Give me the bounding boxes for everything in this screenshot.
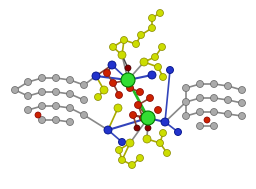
Circle shape (197, 108, 204, 115)
Circle shape (155, 64, 162, 70)
Circle shape (67, 91, 73, 98)
Circle shape (156, 139, 164, 146)
Circle shape (110, 43, 116, 50)
Circle shape (141, 111, 155, 125)
Circle shape (38, 88, 46, 95)
Circle shape (126, 84, 133, 91)
Circle shape (133, 40, 140, 47)
Circle shape (134, 101, 142, 108)
Circle shape (239, 99, 246, 106)
Circle shape (134, 125, 140, 131)
Circle shape (92, 72, 100, 80)
Circle shape (52, 74, 59, 81)
Circle shape (148, 15, 155, 22)
Circle shape (100, 86, 108, 94)
Circle shape (38, 116, 46, 123)
Circle shape (38, 74, 46, 81)
Circle shape (129, 161, 135, 169)
Circle shape (197, 81, 204, 88)
Circle shape (239, 87, 246, 94)
Circle shape (155, 106, 162, 114)
Circle shape (140, 115, 146, 122)
Circle shape (121, 36, 127, 43)
Circle shape (103, 70, 111, 77)
Circle shape (80, 81, 88, 88)
Circle shape (145, 125, 151, 131)
Circle shape (158, 43, 165, 50)
Circle shape (126, 139, 134, 147)
Circle shape (80, 97, 88, 104)
Circle shape (119, 156, 125, 163)
Circle shape (67, 77, 73, 84)
Circle shape (137, 32, 144, 39)
Circle shape (210, 108, 218, 115)
Circle shape (118, 51, 126, 59)
Circle shape (67, 119, 73, 125)
Circle shape (136, 88, 144, 95)
Circle shape (52, 102, 59, 109)
Circle shape (115, 146, 123, 153)
Circle shape (197, 94, 204, 101)
Circle shape (152, 53, 158, 60)
Circle shape (197, 122, 204, 129)
Circle shape (67, 105, 73, 112)
Circle shape (121, 73, 135, 87)
Circle shape (12, 87, 18, 94)
Circle shape (183, 112, 189, 119)
Circle shape (25, 92, 31, 99)
Circle shape (148, 71, 156, 79)
Circle shape (114, 104, 122, 112)
Circle shape (35, 112, 41, 118)
Circle shape (146, 94, 154, 101)
Circle shape (148, 25, 155, 32)
Circle shape (225, 83, 231, 90)
Circle shape (156, 9, 164, 16)
Circle shape (125, 65, 131, 71)
Circle shape (225, 111, 231, 118)
Circle shape (115, 91, 123, 98)
Circle shape (183, 98, 189, 105)
Circle shape (159, 74, 166, 81)
Circle shape (130, 112, 136, 119)
Circle shape (204, 117, 210, 123)
Circle shape (164, 149, 170, 156)
Circle shape (166, 67, 174, 74)
Circle shape (225, 97, 231, 104)
Circle shape (108, 61, 116, 69)
Circle shape (239, 112, 246, 119)
Circle shape (104, 126, 112, 134)
Circle shape (143, 135, 151, 143)
Circle shape (161, 118, 169, 126)
Circle shape (52, 88, 59, 95)
Circle shape (140, 58, 148, 66)
Circle shape (210, 122, 218, 129)
Circle shape (38, 102, 46, 109)
Circle shape (80, 112, 88, 119)
Circle shape (136, 154, 144, 161)
Circle shape (119, 139, 125, 146)
Circle shape (110, 80, 116, 87)
Circle shape (25, 78, 31, 85)
Circle shape (175, 129, 182, 136)
Circle shape (210, 94, 218, 101)
Circle shape (94, 94, 101, 101)
Circle shape (159, 129, 166, 136)
Circle shape (25, 106, 31, 114)
Circle shape (210, 81, 218, 88)
Circle shape (52, 116, 59, 123)
Circle shape (183, 84, 189, 91)
